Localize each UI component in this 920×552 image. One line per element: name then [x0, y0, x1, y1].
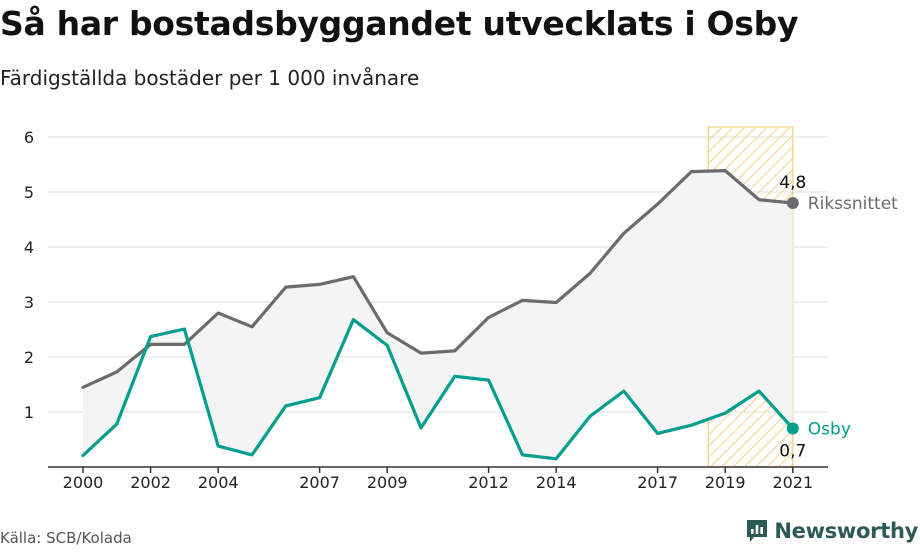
x-tick-label: 2002 [130, 473, 171, 492]
y-tick-label: 6 [24, 128, 34, 147]
series-label: Rikssnittet [808, 194, 898, 214]
x-tick-label: 2012 [468, 473, 509, 492]
y-tick-label: 5 [24, 183, 34, 202]
x-tick-label: 2014 [536, 473, 577, 492]
line-chart: 1 2 3 4 5 6 2000 2002 2004 2007 2009 2012 2014 2017 20… [24, 126, 898, 492]
y-tick-label: 1 [24, 403, 34, 422]
series-line-osby [81, 318, 795, 461]
y-tick-label: 2 [24, 348, 34, 367]
chart-title: Så har bostadsbyggandet utvecklats i Osb… [0, 4, 799, 43]
brand-logo: Newsworthy [745, 518, 918, 544]
y-tick-label: 3 [24, 293, 34, 312]
series-line-rikssnittet [81, 169, 795, 389]
y-tick-label: 4 [24, 238, 34, 257]
x-tick-label: 2007 [299, 473, 340, 492]
x-tick-label: 2004 [198, 473, 239, 492]
series-value-label: 4,8 [779, 173, 806, 193]
x-tick-label: 2017 [637, 473, 678, 492]
source-note: Källa: SCB/Kolada [0, 529, 132, 547]
gap-area [83, 170, 793, 459]
brand-name: Newsworthy [774, 519, 918, 543]
x-tick-label: 2000 [63, 473, 104, 492]
x-tick-label: 2009 [367, 473, 408, 492]
chart-subtitle: Färdigställda bostäder per 1 000 invånar… [0, 66, 420, 90]
series-endpoint [786, 197, 799, 209]
series-label: Osby [808, 420, 851, 440]
x-tick-label: 2019 [705, 473, 746, 492]
newsworthy-logo-icon [747, 520, 768, 542]
series-endpoint [786, 422, 799, 435]
series-value-label: 0,7 [779, 442, 806, 462]
x-tick-label: 2021 [772, 473, 813, 492]
